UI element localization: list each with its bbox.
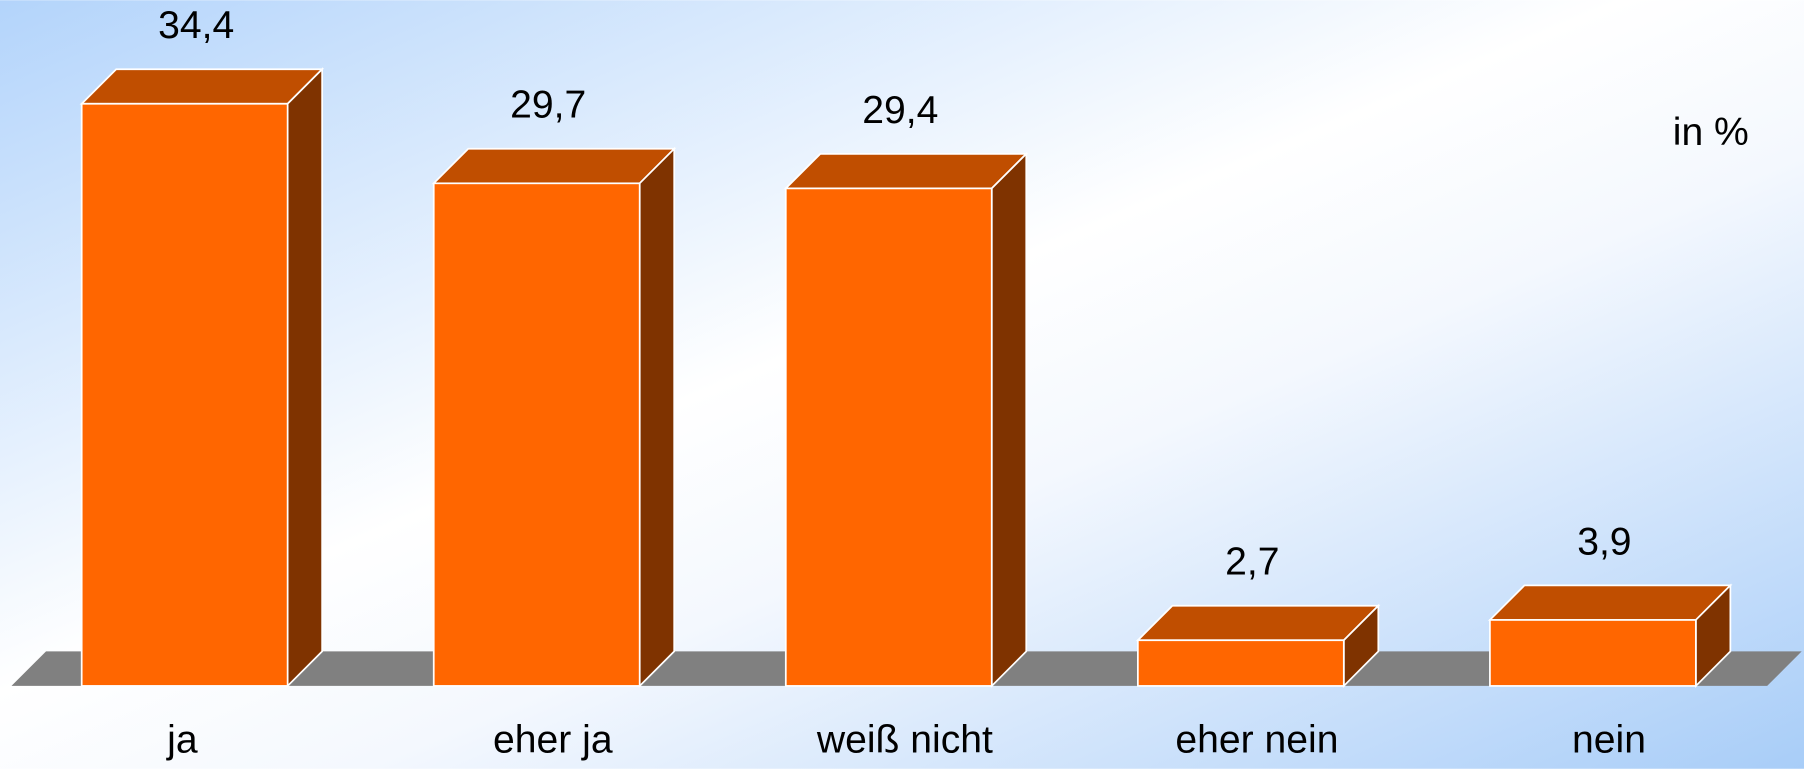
value-label: 29,7 <box>510 84 586 127</box>
bar-top <box>79 68 325 105</box>
bar-top <box>1135 604 1381 642</box>
value-label: 3,9 <box>1577 520 1631 563</box>
category-label: weiß nicht <box>816 719 993 762</box>
bar <box>80 102 289 687</box>
bar-top <box>1487 584 1733 621</box>
category-label: nein <box>1572 719 1646 762</box>
bar <box>784 187 993 687</box>
value-label: 2,7 <box>1225 541 1279 584</box>
unit-annotation: in % <box>1673 111 1749 154</box>
bar-side <box>638 146 676 689</box>
value-label: 29,4 <box>862 89 938 132</box>
bar-top <box>783 153 1029 190</box>
category-label: eher nein <box>1175 719 1338 762</box>
value-label: 34,4 <box>158 4 234 47</box>
bar-top <box>431 147 677 185</box>
category-label: ja <box>166 719 198 762</box>
category-label: eher ja <box>493 719 613 762</box>
bar <box>1489 619 1697 687</box>
bar-side <box>286 67 324 689</box>
bar-side <box>990 151 1028 689</box>
bar <box>1136 639 1345 687</box>
bar <box>432 182 641 687</box>
